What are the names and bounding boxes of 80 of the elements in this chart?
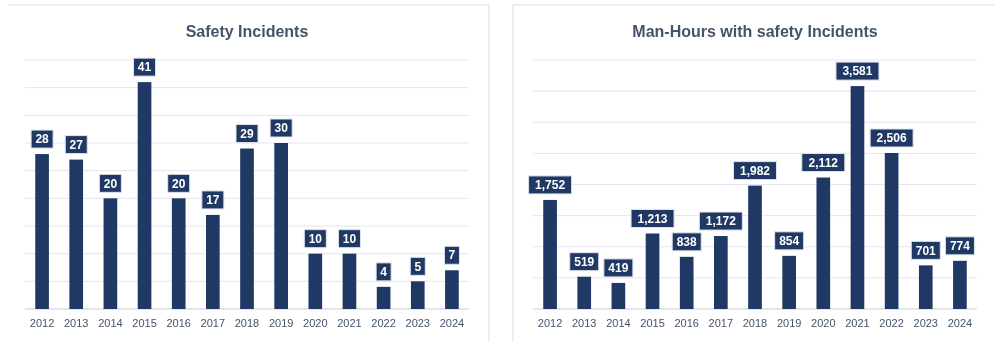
x-tick-label: 2022 xyxy=(879,317,904,329)
x-tick-label: 2014 xyxy=(606,317,631,329)
data-label: 1,213 xyxy=(637,211,668,226)
x-tick-label: 2018 xyxy=(742,317,768,329)
data-label: 5 xyxy=(414,259,422,274)
bar xyxy=(171,198,186,309)
x-tick-label: 2023 xyxy=(405,317,431,329)
x-tick-label: 2012 xyxy=(29,317,55,329)
bar xyxy=(410,281,425,309)
x-tick-label: 2012 xyxy=(537,317,563,329)
x-tick-label: 2021 xyxy=(845,317,870,329)
bar xyxy=(679,256,694,309)
x-tick-label: 2022 xyxy=(371,317,396,329)
data-label: 7 xyxy=(448,248,456,263)
bar xyxy=(645,233,660,309)
x-tick-label: 2024 xyxy=(439,317,465,329)
data-label: 10 xyxy=(342,231,357,246)
bar xyxy=(274,143,288,309)
data-label: 41 xyxy=(137,60,152,75)
data-label: 1,752 xyxy=(535,178,566,193)
x-tick-label: 2020 xyxy=(303,317,328,329)
x-tick-label: 2018 xyxy=(234,317,260,329)
bar xyxy=(35,154,49,309)
data-label: 2,506 xyxy=(876,131,907,146)
bar xyxy=(918,265,933,309)
bar xyxy=(714,236,728,309)
data-label: 29 xyxy=(240,126,254,141)
data-label: 17 xyxy=(206,193,220,208)
data-label: 3,581 xyxy=(842,64,873,79)
data-label: 774 xyxy=(949,239,971,254)
x-tick-label: 2013 xyxy=(571,317,597,329)
data-label: 519 xyxy=(574,254,595,269)
bar xyxy=(953,260,967,309)
bar xyxy=(884,153,899,309)
data-label: 701 xyxy=(915,243,937,258)
bar xyxy=(748,185,762,309)
data-label: 30 xyxy=(274,121,289,136)
data-label: 419 xyxy=(608,261,629,276)
x-tick-label: 2017 xyxy=(200,317,226,329)
x-tick-label: 2021 xyxy=(337,317,362,329)
data-label: 1,982 xyxy=(739,163,771,178)
x-tick-label: 2017 xyxy=(708,317,734,329)
bar xyxy=(577,276,592,309)
bar xyxy=(445,270,459,309)
bar xyxy=(543,199,557,309)
bar xyxy=(850,86,865,309)
bar xyxy=(240,148,254,309)
data-label: 10 xyxy=(308,231,323,246)
x-tick-label: 2019 xyxy=(776,317,802,329)
chart-title: Man-Hours with safety Incidents xyxy=(632,23,878,40)
bar xyxy=(816,177,831,309)
x-tick-label: 2023 xyxy=(913,317,939,329)
data-label: 20 xyxy=(172,176,186,191)
x-tick-label: 2013 xyxy=(63,317,89,329)
bar xyxy=(308,253,323,309)
bar xyxy=(137,82,152,309)
bar xyxy=(103,198,118,309)
x-tick-label: 2015 xyxy=(640,317,665,329)
bar xyxy=(69,159,84,309)
x-tick-label: 2016 xyxy=(674,317,699,329)
x-tick-label: 2015 xyxy=(132,317,157,329)
data-label: 4 xyxy=(380,265,388,280)
bar xyxy=(376,286,391,309)
data-label: 27 xyxy=(69,137,84,152)
data-label: 1,172 xyxy=(705,214,737,229)
bar xyxy=(206,214,220,309)
x-tick-label: 2019 xyxy=(268,317,294,329)
data-label: 2,112 xyxy=(808,155,839,170)
x-tick-label: 2014 xyxy=(98,317,123,329)
bar xyxy=(782,255,796,309)
x-tick-label: 2016 xyxy=(166,317,191,329)
x-tick-label: 2024 xyxy=(947,317,973,329)
bar xyxy=(342,253,357,309)
data-label: 20 xyxy=(103,176,118,191)
data-label: 838 xyxy=(676,235,698,250)
data-label: 854 xyxy=(779,234,800,249)
chart-title: Safety Incidents xyxy=(185,23,309,40)
x-tick-label: 2020 xyxy=(811,317,836,329)
data-label: 28 xyxy=(35,132,50,147)
bar xyxy=(611,282,626,309)
